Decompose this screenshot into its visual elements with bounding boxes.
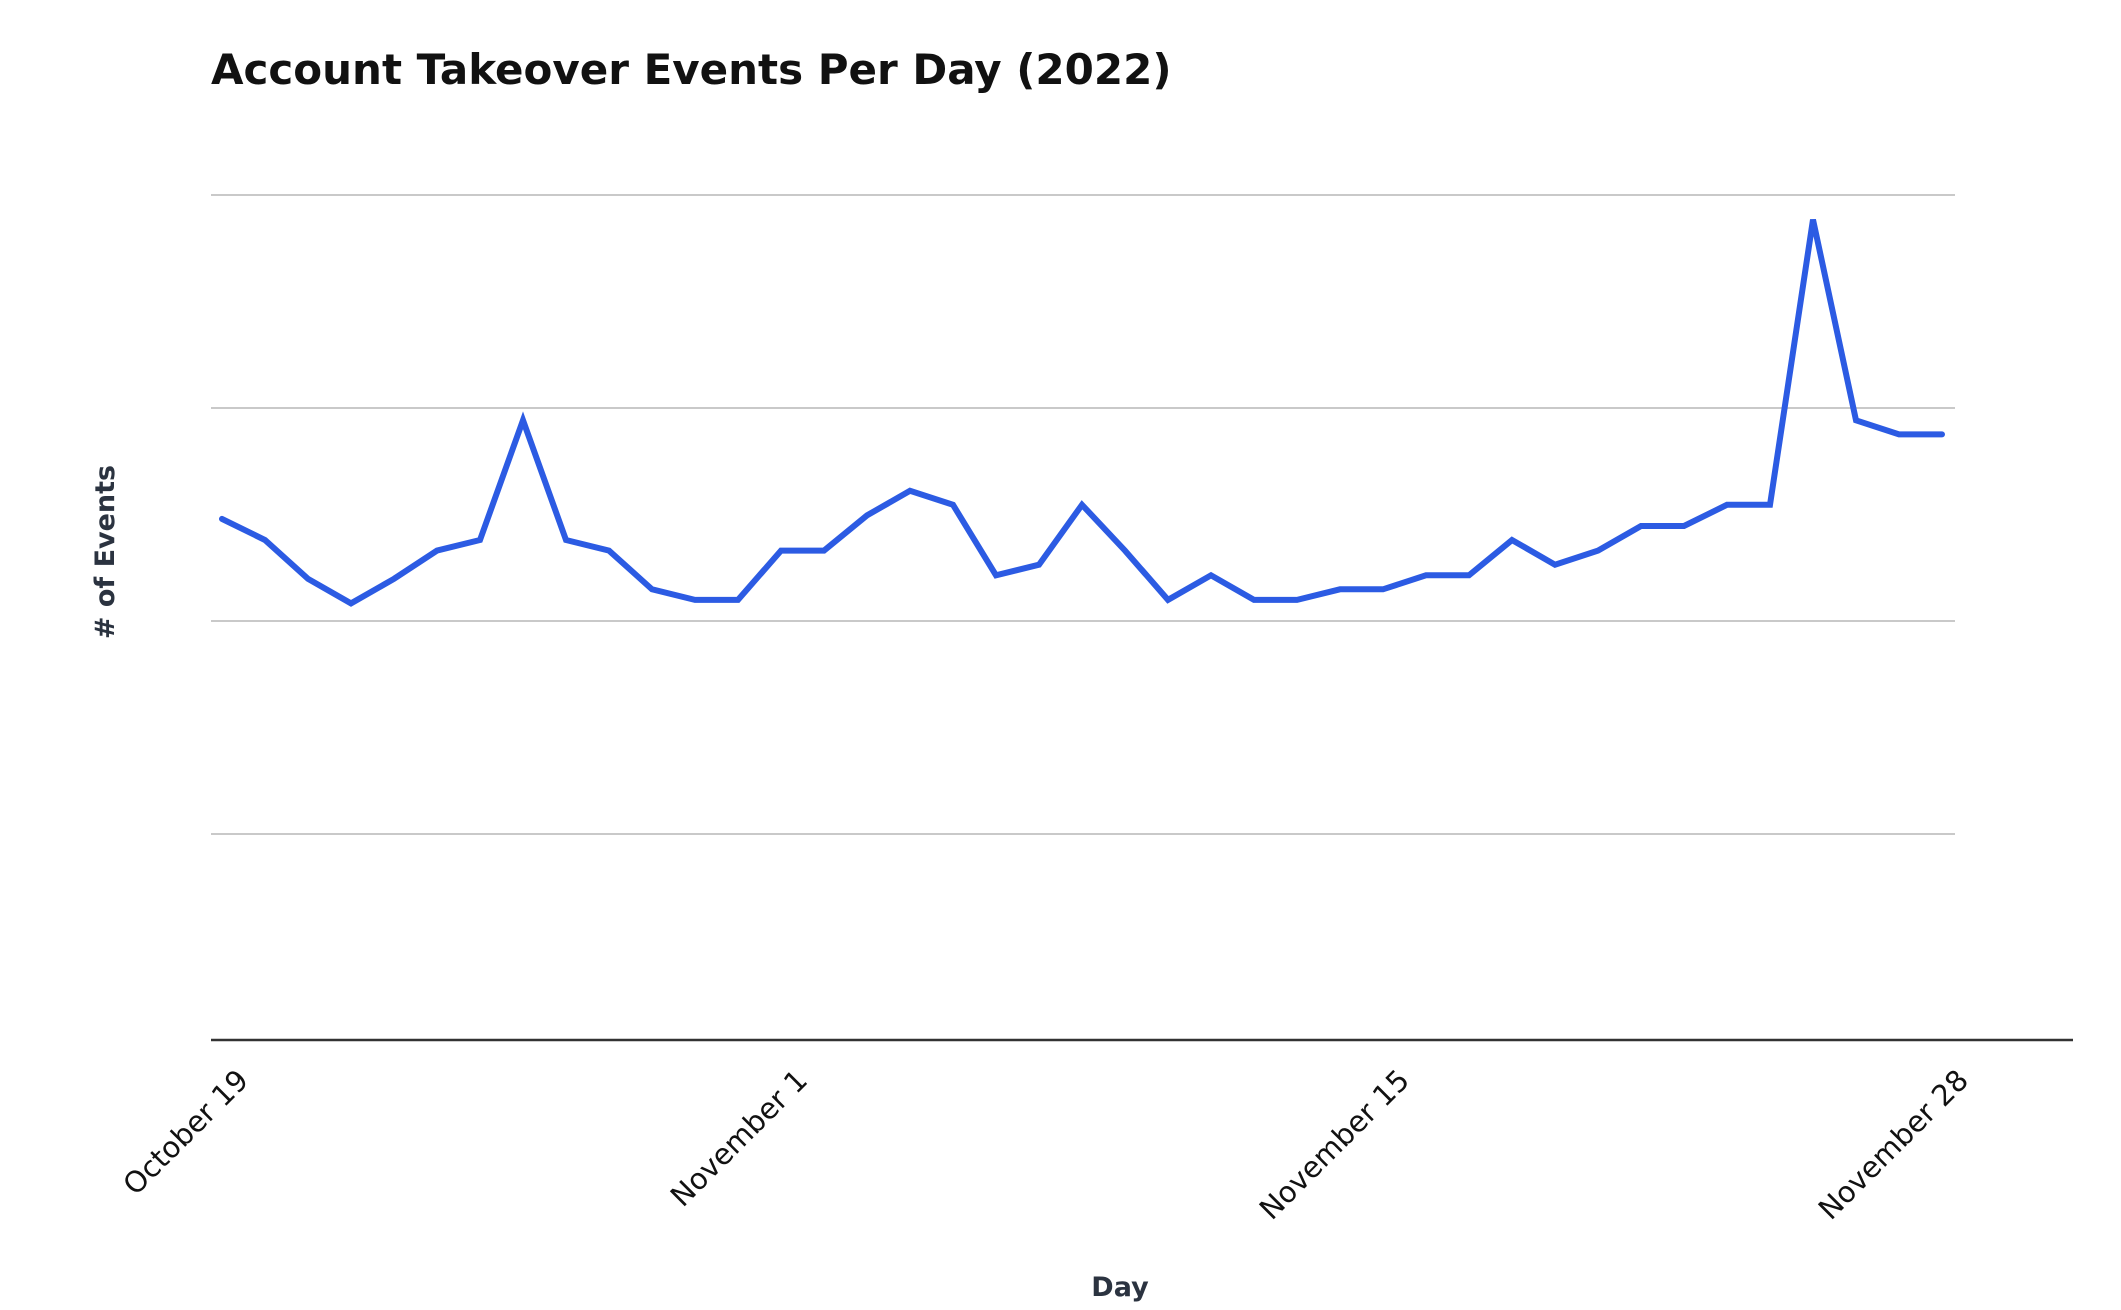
x-tick-label: November 15 xyxy=(1253,1063,1416,1226)
x-tick-label: October 19 xyxy=(116,1063,255,1202)
chart-title: Account Takeover Events Per Day (2022) xyxy=(211,45,1172,94)
series-group xyxy=(219,218,1945,607)
series-line xyxy=(219,218,1945,607)
x-tick-label: November 28 xyxy=(1812,1063,1975,1226)
x-tick-label: November 1 xyxy=(664,1063,814,1213)
y-axis-title: # of Events xyxy=(90,465,121,639)
x-axis-title: Day xyxy=(1091,1272,1149,1303)
gridlines xyxy=(211,194,1955,835)
x-axis: October 19 November 1 November 15 November … xyxy=(116,1038,2073,1226)
